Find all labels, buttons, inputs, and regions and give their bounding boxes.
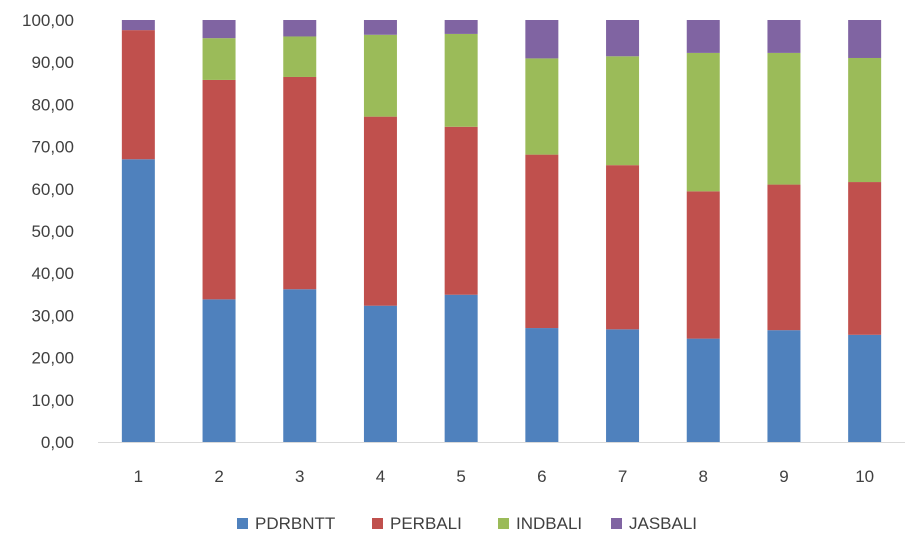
bar-segment-indbali-2: [202, 38, 236, 80]
legend-label-jasbali: JASBALI: [629, 514, 697, 533]
bar-segment-jasbali-3: [283, 20, 317, 37]
y-tick-label: 30,00: [31, 306, 74, 325]
bar-segment-jasbali-6: [525, 20, 559, 59]
bar-segment-pdrbntt-2: [202, 299, 236, 442]
x-tick-label: 9: [779, 467, 788, 486]
bar-segment-perbali-6: [525, 154, 559, 329]
bar-segment-pdrbntt-7: [606, 329, 640, 442]
bar-segment-indbali-8: [686, 52, 720, 192]
y-tick-label: 10,00: [31, 391, 74, 410]
y-tick-label: 40,00: [31, 264, 74, 283]
x-axis-labels: 1 2 3 4 5 6 7 8 9 10: [134, 467, 874, 486]
bar-segment-pdrbntt-10: [848, 334, 882, 442]
bar-segment-indbali-5: [444, 33, 478, 127]
y-axis-labels: 0,00 10,00 20,00 30,00 40,00 50,00 60,00 70,00 8…: [22, 11, 74, 452]
bars: [121, 20, 882, 442]
bar-segment-jasbali-4: [363, 20, 397, 35]
y-tick-label: 70,00: [31, 138, 74, 157]
bar-segment-pdrbntt-8: [686, 338, 720, 442]
x-tick-label: 4: [376, 467, 385, 486]
x-tick-label: 5: [456, 467, 465, 486]
bar-segment-jasbali-10: [848, 20, 882, 58]
y-tick-label: 60,00: [31, 180, 74, 199]
x-tick-label: 3: [295, 467, 304, 486]
x-tick-label: 6: [537, 467, 546, 486]
y-tick-label: 50,00: [31, 222, 74, 241]
legend-swatch-pdrbntt: [237, 518, 248, 529]
bar-segment-pdrbntt-6: [525, 328, 559, 442]
y-tick-label: 80,00: [31, 95, 74, 114]
bar-segment-pdrbntt-9: [767, 330, 801, 442]
x-tick-label: 10: [855, 467, 874, 486]
bar-segment-jasbali-5: [444, 20, 478, 34]
bar-segment-indbali-3: [283, 36, 317, 77]
bar-segment-perbali-8: [686, 191, 720, 339]
bar-segment-jasbali-7: [606, 20, 640, 57]
x-tick-label: 8: [699, 467, 708, 486]
y-tick-label: 90,00: [31, 53, 74, 72]
legend-label-pdrbntt: PDRBNTT: [255, 514, 335, 533]
bar-segment-perbali-3: [283, 76, 317, 290]
bar-segment-indbali-7: [606, 56, 640, 166]
bar-segment-jasbali-8: [686, 20, 720, 53]
legend-label-indbali: INDBALI: [516, 514, 582, 533]
bar-segment-pdrbntt-1: [121, 159, 155, 442]
x-tick-label: 1: [134, 467, 143, 486]
y-tick-label: 0,00: [41, 433, 74, 452]
y-tick-label: 20,00: [31, 349, 74, 368]
legend-swatch-perbali: [372, 518, 383, 529]
bar-segment-perbali-9: [767, 184, 801, 331]
bar-segment-jasbali-1: [121, 20, 155, 31]
bar-segment-perbali-2: [202, 79, 236, 300]
bar-segment-jasbali-2: [202, 20, 236, 39]
bar-segment-perbali-4: [363, 116, 397, 306]
legend-swatch-indbali: [498, 518, 509, 529]
y-tick-label: 100,00: [22, 11, 74, 30]
bar-segment-jasbali-9: [767, 20, 801, 53]
bar-segment-pdrbntt-4: [363, 305, 397, 442]
bar-segment-perbali-5: [444, 126, 478, 295]
bar-segment-indbali-6: [525, 58, 559, 155]
bar-segment-indbali-9: [767, 52, 801, 185]
bar-segment-pdrbntt-3: [283, 289, 317, 442]
bar-segment-perbali-1: [121, 30, 155, 160]
x-tick-label: 2: [214, 467, 223, 486]
legend-label-perbali: PERBALI: [390, 514, 462, 533]
bar-segment-indbali-4: [363, 34, 397, 117]
bar-segment-perbali-7: [606, 165, 640, 330]
bar-segment-indbali-10: [848, 57, 882, 183]
legend-swatch-jasbali: [611, 518, 622, 529]
bar-segment-pdrbntt-5: [444, 294, 478, 442]
x-tick-label: 7: [618, 467, 627, 486]
legend: PDRBNTT PERBALI INDBALI JASBALI: [237, 514, 697, 533]
bar-segment-perbali-10: [848, 182, 882, 335]
